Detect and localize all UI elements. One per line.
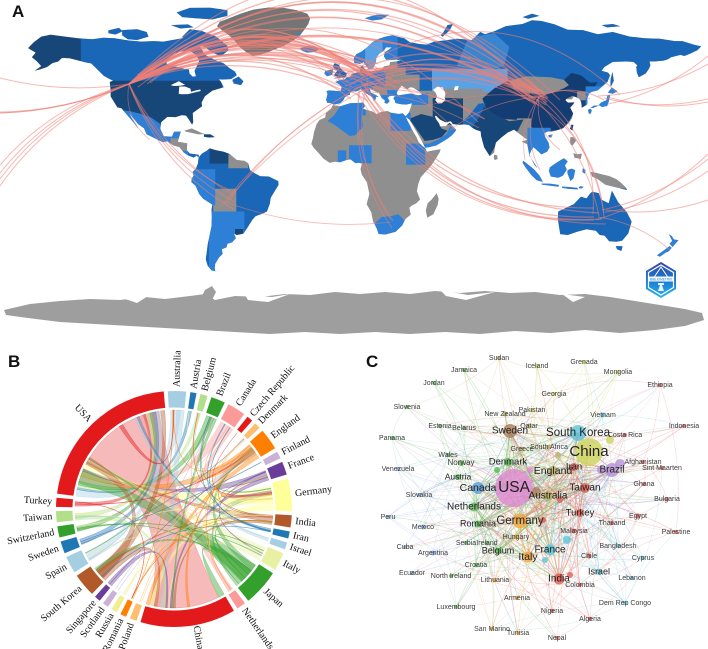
svg-text:Lebanon: Lebanon — [618, 575, 645, 582]
svg-text:Ireland: Ireland — [476, 540, 498, 547]
svg-text:North Ireland: North Ireland — [431, 573, 472, 580]
svg-text:Canada: Canada — [460, 482, 497, 494]
svg-text:Chile: Chile — [581, 553, 597, 560]
svg-text:Ecuador: Ecuador — [399, 570, 426, 577]
svg-text:Germany: Germany — [496, 515, 544, 527]
svg-text:Netherlands: Netherlands — [239, 606, 276, 649]
svg-text:India: India — [295, 516, 317, 529]
svg-text:Luxembourg: Luxembourg — [437, 604, 476, 611]
svg-text:England: England — [269, 413, 302, 442]
svg-text:Palestine: Palestine — [662, 529, 691, 536]
svg-text:Sweden: Sweden — [27, 543, 61, 564]
svg-text:China: China — [569, 443, 609, 460]
svg-text:Argentina: Argentina — [418, 550, 448, 557]
svg-text:Belgium: Belgium — [482, 545, 515, 555]
svg-text:Jamaica: Jamaica — [451, 367, 477, 374]
svg-text:Wales: Wales — [438, 452, 458, 459]
svg-text:Bangladesh: Bangladesh — [600, 543, 637, 550]
svg-text:Grenada: Grenada — [570, 359, 597, 366]
svg-text:Romania: Romania — [460, 518, 496, 528]
svg-text:India: India — [548, 574, 570, 585]
svg-text:Pakistan: Pakistan — [519, 407, 546, 414]
svg-text:Cyprus: Cyprus — [632, 555, 655, 562]
svg-text:Bulgaria: Bulgaria — [654, 496, 680, 503]
svg-text:France: France — [534, 545, 566, 556]
svg-text:Dem Rep Congo: Dem Rep Congo — [599, 600, 651, 607]
svg-text:BIBLIOMETRIX: BIBLIOMETRIX — [650, 278, 673, 282]
svg-text:Hungary: Hungary — [503, 534, 530, 541]
svg-text:Italy: Italy — [281, 558, 302, 576]
svg-text:Norway: Norway — [447, 458, 474, 467]
svg-text:Armenia: Armenia — [504, 595, 530, 602]
svg-text:Mongolia: Mongolia — [604, 369, 633, 376]
svg-text:Malaysia: Malaysia — [560, 528, 588, 535]
svg-text:Italy: Italy — [518, 551, 538, 563]
svg-text:Turkey: Turkey — [23, 495, 52, 508]
svg-text:Australia: Australia — [529, 491, 568, 502]
svg-text:China: China — [190, 625, 205, 649]
svg-text:San Marino: San Marino — [474, 626, 510, 633]
svg-text:Panama: Panama — [379, 435, 405, 442]
svg-text:Egypt: Egypt — [629, 513, 647, 520]
svg-text:Iran: Iran — [292, 530, 310, 544]
svg-text:Jordan: Jordan — [423, 380, 445, 387]
svg-text:Nepal: Nepal — [548, 635, 567, 642]
svg-text:USA: USA — [72, 403, 94, 426]
svg-text:Germany: Germany — [294, 484, 332, 499]
svg-text:Peru: Peru — [381, 514, 396, 521]
svg-text:Algeria: Algeria — [579, 616, 601, 623]
svg-text:Ghana: Ghana — [633, 481, 654, 488]
svg-text:England: England — [534, 465, 573, 477]
svg-text:Australia: Australia — [171, 351, 183, 387]
svg-text:Greece: Greece — [511, 446, 534, 453]
svg-text:Georgia: Georgia — [542, 391, 567, 398]
svg-text:Turkey: Turkey — [566, 508, 595, 519]
svg-text:Spain: Spain — [44, 562, 69, 582]
svg-text:Cuba: Cuba — [397, 544, 414, 551]
svg-text:Sint Maarten: Sint Maarten — [642, 465, 682, 472]
svg-text:New Zealand: New Zealand — [484, 411, 525, 418]
svg-text:Estonia: Estonia — [428, 423, 451, 430]
svg-text:Austria: Austria — [188, 358, 204, 389]
svg-text:Taiwan: Taiwan — [569, 483, 600, 494]
svg-text:Slovenia: Slovenia — [394, 404, 421, 411]
svg-text:Costa Rica: Costa Rica — [608, 432, 642, 439]
svg-text:Sweden: Sweden — [492, 426, 528, 437]
svg-text:Brazil: Brazil — [214, 371, 233, 398]
svg-text:Austria: Austria — [445, 471, 472, 481]
svg-text:Lithuania: Lithuania — [481, 577, 510, 584]
svg-text:Ethiopia: Ethiopia — [647, 382, 672, 389]
svg-text:Qatar: Qatar — [520, 423, 538, 430]
svg-text:South Korea: South Korea — [546, 427, 611, 439]
svg-text:Indonesia: Indonesia — [669, 423, 699, 430]
svg-text:Tunisia: Tunisia — [507, 630, 529, 637]
svg-text:Belarus: Belarus — [452, 425, 476, 432]
svg-text:Venezuela: Venezuela — [382, 466, 415, 473]
svg-text:Slovakia: Slovakia — [406, 492, 433, 499]
svg-text:Iceland: Iceland — [526, 363, 549, 370]
svg-text:Denmark: Denmark — [489, 457, 528, 468]
svg-text:Mexico: Mexico — [412, 524, 434, 531]
svg-text:Israel: Israel — [288, 542, 313, 559]
svg-text:Sudan: Sudan — [489, 355, 509, 362]
svg-text:Afghanistan: Afghanistan — [625, 459, 662, 466]
svg-text:Colombia: Colombia — [565, 582, 595, 589]
svg-text:Taiwan: Taiwan — [23, 511, 53, 524]
svg-text:Nigeria: Nigeria — [541, 608, 563, 615]
svg-text:Netherlands: Netherlands — [447, 502, 501, 513]
svg-text:Croatia: Croatia — [465, 562, 488, 569]
svg-text:South Africa: South Africa — [530, 444, 568, 451]
svg-text:USA: USA — [498, 479, 531, 496]
svg-text:Japan: Japan — [261, 586, 285, 609]
svg-text:Brazil: Brazil — [599, 465, 624, 476]
svg-text:Vietnam: Vietnam — [590, 412, 616, 419]
svg-text:France: France — [287, 452, 317, 472]
svg-text:Serbia: Serbia — [456, 540, 476, 547]
svg-text:Switzerland: Switzerland — [6, 527, 55, 547]
svg-text:Iran: Iran — [566, 462, 582, 473]
svg-text:Israel: Israel — [588, 566, 610, 576]
svg-text:Thailand: Thailand — [599, 520, 626, 527]
